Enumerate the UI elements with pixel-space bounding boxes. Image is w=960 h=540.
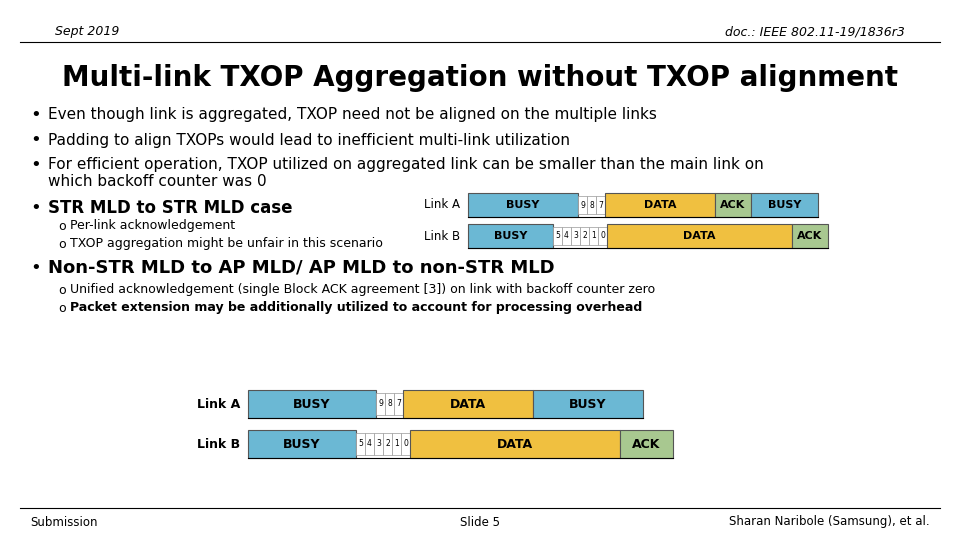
Text: ACK: ACK [798,231,823,241]
Text: Slide 5: Slide 5 [460,516,500,529]
Text: STR MLD to STR MLD case: STR MLD to STR MLD case [48,199,293,217]
Bar [248,390,376,418]
Text: Unified acknowledgement (single Block ACK agreement [3]) on link with backoff co: Unified acknowledgement (single Block AC… [70,284,655,296]
Text: doc.: IEEE 802.11-19/1836r3: doc.: IEEE 802.11-19/1836r3 [725,25,905,38]
Bar [394,393,403,415]
Text: TXOP aggregation might be unfair in this scenario: TXOP aggregation might be unfair in this… [70,238,383,251]
Bar [751,193,818,217]
Bar [383,433,392,455]
Text: •: • [30,156,40,174]
Bar [589,227,598,245]
Text: 7: 7 [598,200,603,210]
Text: ACK: ACK [633,437,660,450]
Text: DATA: DATA [497,437,533,450]
Bar [620,430,673,458]
Text: Multi-link TXOP Aggregation without TXOP alignment: Multi-link TXOP Aggregation without TXOP… [62,64,898,92]
Bar [468,224,553,248]
Text: 3: 3 [573,232,578,240]
Text: BUSY: BUSY [569,397,607,410]
Bar [587,196,596,214]
Bar [598,227,607,245]
Bar [376,393,385,415]
Bar [553,227,562,245]
Text: 0: 0 [600,232,605,240]
Text: BUSY: BUSY [493,231,527,241]
Text: o: o [58,284,65,296]
Text: 4: 4 [564,232,569,240]
Text: 7: 7 [396,400,401,408]
Text: 1: 1 [591,232,596,240]
Text: Link A: Link A [197,397,240,410]
Text: Sept 2019: Sept 2019 [55,25,119,38]
Bar [401,433,410,455]
Text: 1: 1 [395,440,398,449]
Text: 2: 2 [582,232,587,240]
Text: Link B: Link B [197,437,240,450]
Text: 8: 8 [589,200,594,210]
Text: DATA: DATA [684,231,716,241]
Text: 9: 9 [580,200,585,210]
Bar [562,227,571,245]
Bar [374,433,383,455]
Text: ACK: ACK [720,200,746,210]
Text: Non-STR MLD to AP MLD/ AP MLD to non-STR MLD: Non-STR MLD to AP MLD/ AP MLD to non-STR… [48,259,555,277]
Bar [571,227,580,245]
Text: BUSY: BUSY [768,200,802,210]
Bar [715,193,751,217]
Text: •: • [30,131,40,149]
Bar [403,390,533,418]
Bar [392,433,401,455]
Bar [605,193,715,217]
Bar [468,193,578,217]
Text: o: o [58,219,65,233]
Text: Sharan Naribole (Samsung), et al.: Sharan Naribole (Samsung), et al. [730,516,930,529]
Text: o: o [58,238,65,251]
Text: 8: 8 [387,400,392,408]
Text: 4: 4 [367,440,372,449]
Text: o: o [58,301,65,314]
Text: 2: 2 [385,440,390,449]
Text: Even though link is aggregated, TXOP need not be aligned on the multiple links: Even though link is aggregated, TXOP nee… [48,107,657,123]
Bar [248,430,356,458]
Text: 5: 5 [555,232,560,240]
Bar [385,393,394,415]
Bar [578,196,587,214]
Text: Per-link acknowledgement: Per-link acknowledgement [70,219,235,233]
Text: 0: 0 [403,440,408,449]
Text: Padding to align TXOPs would lead to inefficient multi-link utilization: Padding to align TXOPs would lead to ine… [48,132,570,147]
Text: BUSY: BUSY [283,437,321,450]
Text: 5: 5 [358,440,363,449]
Text: 3: 3 [376,440,381,449]
Text: •: • [30,259,40,277]
Text: •: • [30,199,40,217]
Text: Link A: Link A [424,199,460,212]
Bar [365,433,374,455]
Bar [533,390,643,418]
Bar [607,224,792,248]
Text: BUSY: BUSY [293,397,331,410]
Text: BUSY: BUSY [506,200,540,210]
Bar [356,433,365,455]
Text: •: • [30,106,40,124]
Bar [580,227,589,245]
Text: Link B: Link B [424,230,460,242]
Text: 9: 9 [378,400,383,408]
Text: Packet extension may be additionally utilized to account for processing overhead: Packet extension may be additionally uti… [70,301,642,314]
Text: which backoff counter was 0: which backoff counter was 0 [48,174,267,190]
Text: DATA: DATA [450,397,486,410]
Text: For efficient operation, TXOP utilized on aggregated link can be smaller than th: For efficient operation, TXOP utilized o… [48,158,764,172]
Text: Submission: Submission [30,516,98,529]
Bar [596,196,605,214]
Bar [792,224,828,248]
Text: DATA: DATA [644,200,676,210]
Bar [410,430,620,458]
